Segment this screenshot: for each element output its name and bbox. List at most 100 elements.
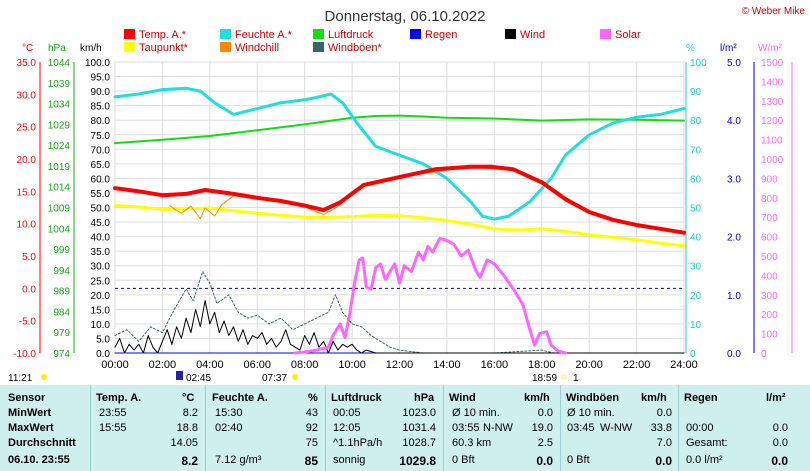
temp-tick-label: 5.0 (22, 252, 36, 263)
wind-tick-label: 75.0 (91, 131, 111, 142)
chart-axes: 35.0 30.0 25.0 20.0 15.0 10.0 5.0 0.0 -5.0 -10.0 1… (13, 58, 793, 371)
rain-tick-label: 0.0 (727, 349, 741, 360)
sunset-icon (561, 374, 567, 380)
press-tick-label: 1009 (48, 204, 71, 215)
solar-tick-label: 1200 (761, 116, 784, 127)
hum-tick-label: 50 (690, 204, 702, 215)
rain-tick-label: 1.0 (727, 291, 741, 302)
wind-tick-label: 10.0 (91, 320, 111, 331)
temp-tick-label: 20.0 (17, 155, 37, 166)
x-tick-label: 10:00 (338, 359, 366, 371)
rain-tick-label: 3.0 (727, 174, 741, 185)
stat-press-val: 1031.4 (402, 422, 436, 434)
series-line (113, 204, 686, 248)
stat-press-val: 1028.7 (402, 437, 436, 449)
x-tick-label: 00:00 (101, 359, 129, 371)
wind-unit-label: km/h (80, 43, 102, 54)
wind-tick-label: 5.0 (96, 334, 110, 345)
legend-swatch (505, 29, 516, 39)
x-tick-label: 18:00 (528, 359, 556, 371)
stat-gust-desc: Ø 10 min. (567, 407, 615, 419)
series-line (113, 164, 686, 235)
stat-wind-val: 19.0 (531, 422, 553, 434)
header-press-unit: hPa (414, 392, 435, 404)
wind-tick-label: 65.0 (91, 160, 111, 171)
stat-temp-val: 18.8 (176, 422, 198, 434)
rain-tick-label: 4.0 (727, 116, 741, 127)
stat-label: 06.10. 23:55 (8, 454, 70, 466)
stat-hum-time: 15:30 (215, 407, 243, 419)
wind-tick-label: 30.0 (91, 262, 111, 273)
legend-swatch (220, 29, 231, 39)
rain-tick-label: 5.0 (727, 58, 741, 69)
temp-tick-label: 35.0 (17, 58, 37, 69)
hum-unit-label: % (686, 43, 695, 54)
stat-press-val: 1023.0 (402, 407, 436, 419)
stat-wind-desc: Ø 10 min. (452, 407, 500, 419)
press-tick-label: 1024 (48, 141, 71, 152)
solar-tick-label: 600 (761, 233, 778, 244)
stat-gust-dir: W-NW (600, 422, 633, 434)
stat-gust-val: 33.8 (650, 422, 672, 434)
press-tick-label: 1034 (48, 100, 71, 111)
wind-tick-label: 80.0 (91, 116, 111, 127)
header-temp: Temp. A. (96, 392, 142, 404)
wind-tick-label: 55.0 (91, 189, 111, 200)
axis-unit-labels: °C hPa km/h % l/m² W/m² (22, 43, 783, 54)
legend-swatch (313, 42, 324, 52)
wind-tick-label: 60.0 (91, 174, 111, 185)
stat-temp-val: 14.05 (170, 437, 198, 449)
temp-tick-label: 10.0 (17, 220, 37, 231)
hum-tick-label: 40 (690, 233, 702, 244)
header-wind: Wind (449, 392, 476, 404)
press-tick-label: 979 (53, 328, 70, 339)
solar-tick-label: 1100 (761, 136, 783, 147)
hum-tick-label: 30 (690, 262, 702, 273)
stat-hum-val: 92 (305, 422, 318, 434)
hum-tick-label: 70 (690, 145, 702, 156)
wind-tick-label: 40.0 (91, 233, 111, 244)
legend-swatch (410, 29, 421, 39)
rain-unit-label: l/m² (720, 43, 737, 54)
x-tick-label: 22:00 (623, 359, 651, 371)
legend-swatch (220, 42, 231, 52)
stat-hum-time: 7.12 g/m³ (215, 454, 262, 466)
stat-label: Durchschnitt (8, 437, 76, 449)
press-unit-label: hPa (48, 43, 66, 54)
press-tick-label: 989 (53, 287, 70, 298)
temp-tick-label: -10.0 (13, 349, 36, 360)
x-tick-label: 04:00 (196, 359, 224, 371)
wind-tick-label: 45.0 (91, 218, 111, 229)
legend-label: Solar (615, 29, 641, 41)
stat-hum-val: 85 (304, 454, 318, 468)
wind-tick-label: 90.0 (91, 87, 111, 98)
series-line (114, 300, 685, 354)
press-tick-label: 1014 (48, 183, 71, 194)
solar-tick-label: 1000 (761, 155, 784, 166)
solar-tick-label: 700 (761, 213, 778, 224)
series-line (113, 86, 686, 221)
legend-label: Windböen* (328, 42, 383, 54)
legend-label: Luftdruck (328, 29, 374, 41)
temp-tick-label: 0.0 (22, 284, 36, 295)
legend-label: Temp. A.* (139, 29, 187, 41)
wind-tick-label: 25.0 (91, 276, 111, 287)
solar-tick-label: 800 (761, 194, 778, 205)
header-sensor: Sensor (8, 392, 46, 404)
hum-tick-label: 0 (690, 349, 696, 360)
stat-rain-val: 0.0 (771, 454, 788, 468)
header-temp-unit: °C (182, 392, 195, 404)
solar-tick-label: 900 (761, 174, 778, 185)
stat-wind-val: 0.0 (536, 454, 553, 468)
sunset-time: 18:59 (532, 373, 557, 384)
x-tick-label: 24:00 (670, 359, 698, 371)
wind-tick-label: 0.0 (96, 349, 110, 360)
hum-tick-label: 10 (690, 320, 702, 331)
legend-label: Windchill (235, 42, 279, 54)
wind-tick-label: 15.0 (91, 305, 111, 316)
chart-series (113, 86, 686, 355)
stat-rain-val: 0.0 (772, 422, 788, 434)
sun-moon-bar: 11:21 02:45 07:37 18:59 1 (8, 371, 579, 384)
legend-swatch (600, 29, 611, 39)
stat-wind-desc: 0 Bft (452, 454, 475, 466)
